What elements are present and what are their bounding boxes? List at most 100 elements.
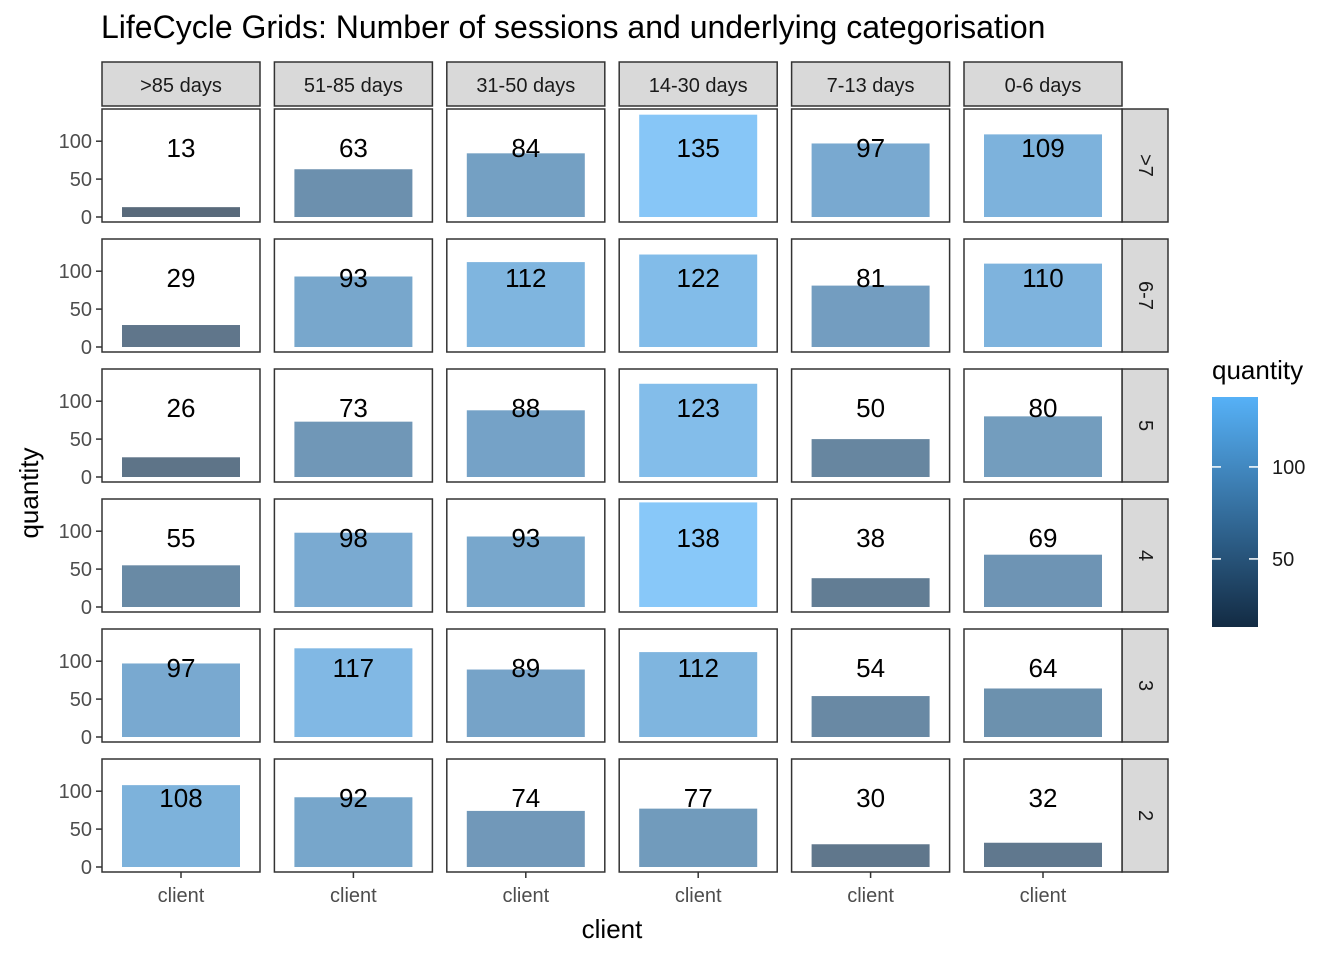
bar-value-label: 92 xyxy=(339,783,368,813)
facet-panel: 29 xyxy=(101,238,261,353)
column-strip-label: 31-50 days xyxy=(476,75,575,97)
row-strip-label: >7 xyxy=(1134,154,1156,177)
y-tick-label: 50 xyxy=(70,819,92,841)
bar xyxy=(811,578,930,607)
y-tick-label: 100 xyxy=(59,261,92,283)
bar xyxy=(811,143,930,217)
y-tick-label: 100 xyxy=(59,781,92,803)
column-strip-label: >85 days xyxy=(140,75,222,97)
bar xyxy=(984,263,1102,347)
bar xyxy=(122,325,240,347)
row-strip-label: 2 xyxy=(1134,810,1156,821)
facet-panel: 77 xyxy=(618,758,778,873)
bar xyxy=(639,652,758,737)
bar-value-label: 97 xyxy=(167,653,196,683)
bar xyxy=(811,696,930,737)
y-tick-label: 50 xyxy=(70,429,92,451)
color-legend: quantity 50 100 xyxy=(1212,355,1305,627)
facet-panel: 89 xyxy=(446,628,606,743)
bar-value-label: 13 xyxy=(167,133,196,163)
facet-panel: 38 xyxy=(790,498,951,613)
column-strip-label: 14-30 days xyxy=(649,75,748,97)
legend-tick-label: 100 xyxy=(1272,457,1305,479)
bar-value-label: 117 xyxy=(333,653,374,683)
y-tick-label: 0 xyxy=(81,857,92,879)
facet-panel: 93 xyxy=(273,238,434,353)
y-tick-label: 50 xyxy=(70,169,92,191)
y-tick-label: 50 xyxy=(70,689,92,711)
facet-panel: 88 xyxy=(446,368,606,483)
bar-value-label: 29 xyxy=(167,263,196,293)
bar-value-label: 54 xyxy=(856,653,885,683)
bar-value-label: 77 xyxy=(684,783,713,813)
bar xyxy=(294,421,413,477)
y-tick-label: 100 xyxy=(59,651,92,673)
facet-panel: 109 xyxy=(963,108,1123,223)
bar xyxy=(639,254,758,347)
x-tick-label: client xyxy=(330,885,377,907)
bar xyxy=(466,536,585,607)
y-tick-label: 0 xyxy=(81,467,92,489)
bar xyxy=(984,416,1102,477)
column-strip: >85 days xyxy=(101,61,261,107)
facet-panel: 108 xyxy=(101,758,261,873)
x-tick-label: client xyxy=(847,885,894,907)
bar-value-label: 108 xyxy=(159,783,202,813)
y-tick-label: 0 xyxy=(81,727,92,749)
facet-panel: 117 xyxy=(273,628,434,743)
bar xyxy=(984,842,1102,867)
bar-value-label: 55 xyxy=(167,523,196,553)
column-strip: 14-30 days xyxy=(618,61,778,107)
bar-value-label: 123 xyxy=(677,393,720,423)
bar-value-label: 64 xyxy=(1029,653,1058,683)
bar-value-label: 138 xyxy=(677,523,720,553)
bar-value-label: 122 xyxy=(677,263,720,293)
y-tick-label: 100 xyxy=(59,131,92,153)
bar xyxy=(294,648,413,737)
column-strip-label: 7-13 days xyxy=(827,75,915,97)
bar-value-label: 93 xyxy=(511,523,540,553)
bar xyxy=(466,810,585,867)
y-axis-title: quantity xyxy=(14,447,44,538)
facet-panels: >85 days 51-85 days 31-50 days 14-30 days 7-… xyxy=(59,61,1169,907)
facet-panel: 74 xyxy=(446,758,606,873)
bar xyxy=(639,808,758,867)
facet-panel: 30 xyxy=(790,758,951,873)
row-strip-label: 6-7 xyxy=(1134,281,1156,310)
facet-panel: 32 xyxy=(963,758,1123,873)
facet-panel: 138 xyxy=(618,498,778,613)
bar-value-label: 112 xyxy=(677,653,718,683)
bar xyxy=(639,114,758,217)
bar xyxy=(122,457,240,477)
bar-value-label: 93 xyxy=(339,263,368,293)
bar-value-label: 73 xyxy=(339,393,368,423)
column-strip: 7-13 days xyxy=(790,61,951,107)
facet-panel: 55 xyxy=(101,498,261,613)
legend-tick-label: 50 xyxy=(1272,549,1294,571)
chart-title: LifeCycle Grids: Number of sessions and … xyxy=(101,9,1045,45)
bar-value-label: 32 xyxy=(1029,783,1058,813)
bar-value-label: 63 xyxy=(339,133,368,163)
bar xyxy=(639,502,758,607)
panel-border xyxy=(101,108,261,223)
bar xyxy=(122,785,240,867)
row-strip: 3 xyxy=(1121,628,1169,743)
y-tick-label: 0 xyxy=(81,597,92,619)
bar-value-label: 89 xyxy=(511,653,540,683)
bar xyxy=(811,285,930,347)
bar xyxy=(984,554,1102,607)
bar xyxy=(811,844,930,867)
bar xyxy=(466,153,585,217)
legend-title: quantity xyxy=(1212,355,1303,385)
facet-panel: 73 xyxy=(273,368,434,483)
bar xyxy=(811,439,930,477)
facet-panel: 93 xyxy=(446,498,606,613)
bar xyxy=(294,276,413,347)
facet-panel: 50 xyxy=(790,368,951,483)
y-tick-label: 0 xyxy=(81,337,92,359)
x-tick-label: client xyxy=(675,885,722,907)
bar-value-label: 88 xyxy=(511,393,540,423)
facet-panel: 69 xyxy=(963,498,1123,613)
bar xyxy=(466,669,585,737)
